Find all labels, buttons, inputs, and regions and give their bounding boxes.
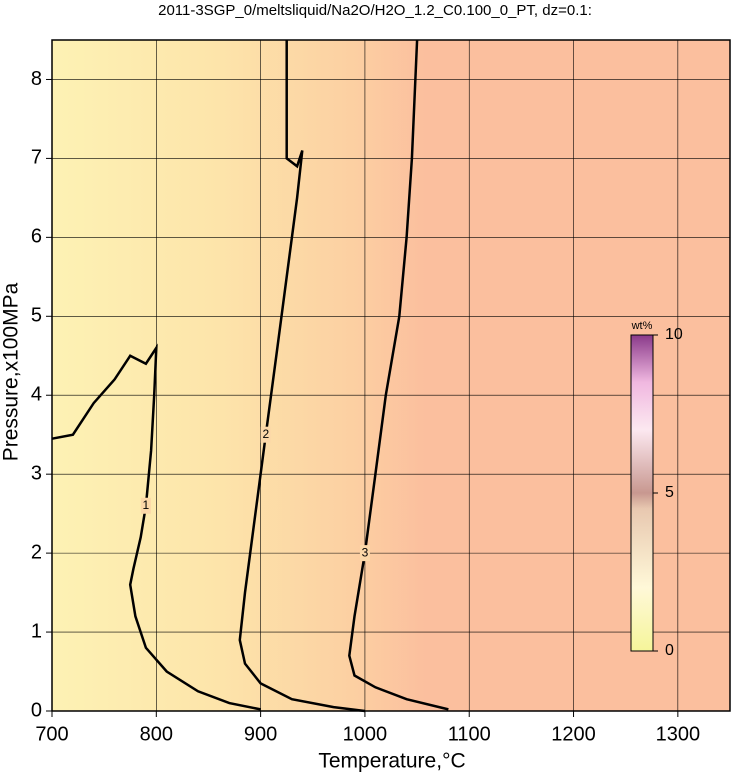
y-tick-label: 6 [31, 226, 42, 248]
y-tick-label: 3 [31, 462, 42, 484]
colorbar-tick-label: 5 [665, 484, 674, 501]
contour-label: 1 [143, 498, 150, 512]
x-tick-label: 800 [140, 723, 173, 745]
y-tick-label: 7 [31, 147, 42, 169]
x-tick-label: 1300 [656, 723, 701, 745]
x-tick-label: 1000 [343, 723, 388, 745]
contour-label-bg [140, 497, 151, 514]
y-tick-label: 0 [31, 699, 42, 721]
y-axis-label: Pressure,x100MPa [0, 282, 23, 461]
contour-label: 2 [262, 427, 269, 441]
y-tick-label: 1 [31, 620, 42, 642]
y-tick-label: 2 [31, 541, 42, 563]
y-tick-label: 5 [31, 305, 42, 327]
x-tick-label: 700 [35, 723, 68, 745]
contour-label: 3 [362, 545, 369, 559]
plot-frame [51, 39, 731, 712]
colorbar [630, 334, 654, 652]
plot-background [52, 40, 730, 711]
contour-label-bg [260, 426, 271, 443]
x-tick-label: 1200 [551, 723, 596, 745]
y-tick-label: 4 [31, 384, 42, 406]
colorbar-tick-label: 0 [665, 642, 674, 659]
x-axis-label: Temperature,°C [318, 750, 465, 773]
y-tick-label: 8 [31, 68, 42, 90]
colorbar-tick-label: 10 [665, 326, 683, 343]
contour-label-bg [359, 545, 370, 562]
x-tick-label: 900 [244, 723, 277, 745]
colorbar-label: wt% [631, 320, 653, 332]
x-tick-label: 1100 [448, 723, 491, 745]
chart-title: 2011-3SGP_0/meltsliquid/Na2O/H2O_1.2_C0.… [158, 2, 592, 19]
